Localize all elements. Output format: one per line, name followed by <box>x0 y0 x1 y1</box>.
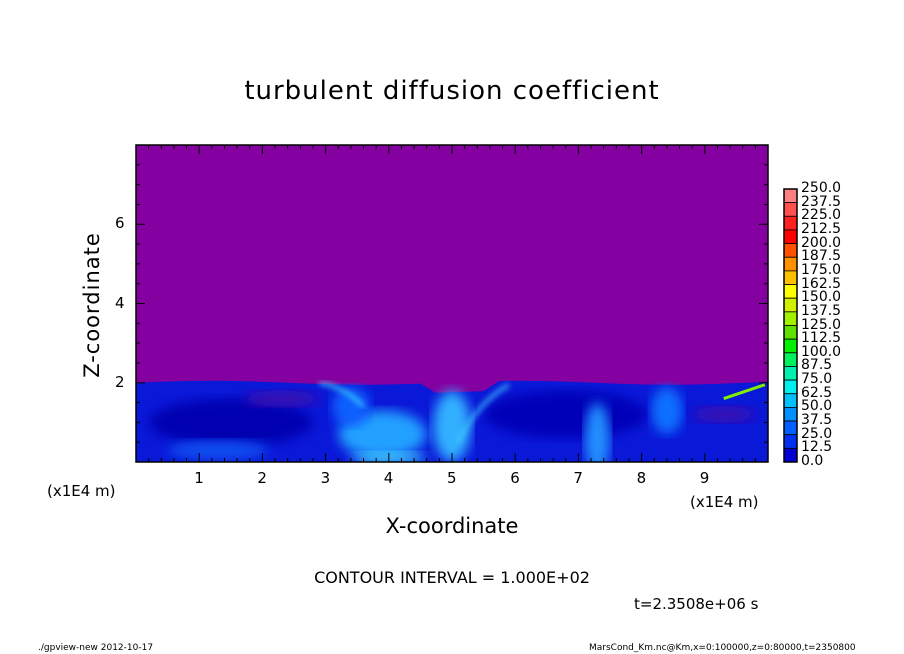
colorbar-label: 250.0 <box>801 180 842 196</box>
colorbar-label: 237.5 <box>801 193 842 210</box>
colorbar-label: 212.5 <box>801 220 842 237</box>
colorbar-label: 150.0 <box>801 289 842 306</box>
colorbar-label: 175.0 <box>801 261 842 278</box>
x-tick-label: 6 <box>510 469 520 487</box>
field-feature <box>167 440 269 461</box>
field-streak <box>456 383 510 443</box>
colorbar-label: 225.0 <box>801 207 842 224</box>
colorbar-label: 12.5 <box>801 439 833 456</box>
colorbar-swatch <box>783 270 798 285</box>
colorbar-swatch <box>783 447 798 463</box>
colorbar-swatch <box>783 311 798 326</box>
colorbar-label: 75.0 <box>801 371 833 388</box>
y-tick-label: 4 <box>115 293 125 312</box>
colorbar-swatch <box>783 434 798 449</box>
colorbar-swatch <box>783 215 798 231</box>
chart-title: turbulent diffusion coefficient <box>244 76 660 106</box>
footer-left: ./gpview-new 2012-10-17 <box>38 643 154 653</box>
colorbar-label: 62.5 <box>801 384 833 401</box>
colorbar-swatch <box>783 420 798 436</box>
colorbar-swatch <box>783 229 798 244</box>
field-feature <box>483 390 648 439</box>
colorbar-swatch <box>783 406 798 422</box>
x-tick-label: 8 <box>636 469 647 487</box>
colorbar-swatch <box>783 393 798 408</box>
colorbar-swatch <box>783 352 798 367</box>
footer-right: MarsCond_Km.nc@Km,x=0:100000,z=0:80000,t… <box>589 643 856 653</box>
colorbar-swatch <box>783 188 798 204</box>
colorbar-frame <box>783 188 798 463</box>
field-streak <box>319 381 365 408</box>
x-tick-label: 3 <box>320 469 331 487</box>
colorbar-swatch <box>783 297 798 313</box>
field-feature <box>331 386 370 427</box>
field-feature <box>584 402 610 462</box>
colorbar-label: 25.0 <box>801 425 833 442</box>
field-max-streak <box>723 383 766 401</box>
x-tick-label: 7 <box>573 469 583 487</box>
time-label: t=2.3508e+06 s <box>634 595 759 613</box>
colorbar-label: 50.0 <box>801 398 833 415</box>
y-tick-label: 2 <box>115 372 125 391</box>
x-unit-right: (x1E4 m) <box>690 493 759 511</box>
field-feature <box>692 406 756 423</box>
x-tick-label: 2 <box>257 469 267 487</box>
colorbar-label: 137.5 <box>801 302 842 319</box>
colorbar-swatch <box>783 366 798 381</box>
field-feature <box>243 390 320 407</box>
field-feature <box>433 390 471 462</box>
contour-interval: CONTOUR INTERVAL = 1.000E+02 <box>314 568 590 587</box>
colorbar-swatch <box>783 202 798 217</box>
x-tick-label: 9 <box>699 469 710 487</box>
colorbar-label: 125.0 <box>801 316 842 333</box>
x-axis-label: X-coordinate <box>385 514 519 538</box>
colorbar-label: 162.5 <box>801 275 842 292</box>
colorbar-label: 187.5 <box>801 248 842 265</box>
colorbar-label: 87.5 <box>801 357 833 374</box>
colorbar-label: 0.0 <box>801 453 824 469</box>
colorbar-label: 200.0 <box>801 234 842 251</box>
colorbar-swatch <box>783 325 798 340</box>
colorbar-label: 100.0 <box>801 343 842 360</box>
x-tick-label: 1 <box>194 469 204 487</box>
field-feature <box>651 386 683 435</box>
field-feature <box>148 398 313 447</box>
colorbar-swatch <box>783 284 798 299</box>
x-unit-left: (x1E4 m) <box>47 482 116 500</box>
colorbar-swatch <box>783 379 798 395</box>
colorbar-swatch <box>783 243 798 258</box>
colorbar-label: 37.5 <box>801 412 833 429</box>
colorbar-label: 112.5 <box>801 330 842 347</box>
colorbar-swatch <box>783 338 798 354</box>
x-tick-label: 5 <box>447 469 457 487</box>
colorbar-swatch <box>783 256 798 272</box>
x-tick-label: 4 <box>383 469 394 487</box>
y-tick-label: 6 <box>115 214 125 233</box>
